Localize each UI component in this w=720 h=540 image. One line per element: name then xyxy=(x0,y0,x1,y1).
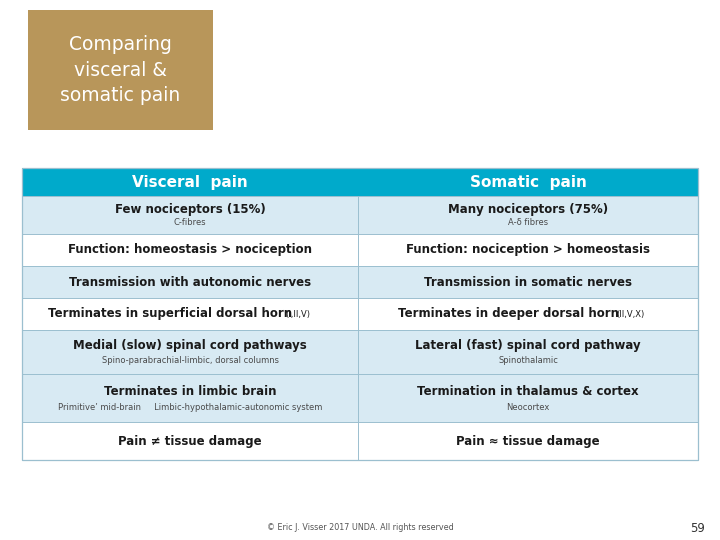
Text: Termination in thalamus & cortex: Termination in thalamus & cortex xyxy=(417,385,639,398)
Bar xyxy=(28,10,213,130)
Bar xyxy=(22,374,358,422)
Text: (II,V,X): (II,V,X) xyxy=(616,310,644,320)
Text: Neocortex: Neocortex xyxy=(506,403,549,412)
Text: Comparing
visceral &
somatic pain: Comparing visceral & somatic pain xyxy=(60,35,181,105)
Bar xyxy=(358,168,698,196)
Text: Lateral (fast) spinal cord pathway: Lateral (fast) spinal cord pathway xyxy=(415,339,641,352)
Bar xyxy=(22,234,358,266)
Bar xyxy=(22,168,358,196)
Text: Pain ≠ tissue damage: Pain ≠ tissue damage xyxy=(118,435,262,448)
Text: A-δ fibres: A-δ fibres xyxy=(508,218,548,227)
Text: Transmission in somatic nerves: Transmission in somatic nerves xyxy=(424,275,632,288)
Bar xyxy=(22,422,358,460)
Bar xyxy=(358,298,698,330)
Text: © Eric J. Visser 2017 UNDA. All rights reserved: © Eric J. Visser 2017 UNDA. All rights r… xyxy=(266,523,454,532)
Bar xyxy=(358,330,698,374)
Text: Few nociceptors (15%): Few nociceptors (15%) xyxy=(114,203,266,216)
Text: C-fibres: C-fibres xyxy=(174,218,207,227)
Text: (I,II,V): (I,II,V) xyxy=(285,310,310,320)
Text: Many nociceptors (75%): Many nociceptors (75%) xyxy=(448,203,608,216)
Bar xyxy=(358,196,698,234)
Text: Somatic  pain: Somatic pain xyxy=(469,174,586,190)
Text: Spinothalamic: Spinothalamic xyxy=(498,356,558,365)
Text: Terminates in superficial dorsal horn: Terminates in superficial dorsal horn xyxy=(48,307,292,321)
Bar xyxy=(358,422,698,460)
Text: Medial (slow) spinal cord pathways: Medial (slow) spinal cord pathways xyxy=(73,339,307,352)
Text: Terminates in limbic brain: Terminates in limbic brain xyxy=(104,385,276,398)
Text: Terminates in deeper dorsal horn: Terminates in deeper dorsal horn xyxy=(397,307,618,321)
Bar xyxy=(22,196,358,234)
Bar xyxy=(22,330,358,374)
Text: Function: homeostasis > nociception: Function: homeostasis > nociception xyxy=(68,244,312,256)
Text: Visceral  pain: Visceral pain xyxy=(132,174,248,190)
Text: Function: nociception > homeostasis: Function: nociception > homeostasis xyxy=(406,244,650,256)
Text: Transmission with autonomic nerves: Transmission with autonomic nerves xyxy=(69,275,311,288)
Text: Pain ≈ tissue damage: Pain ≈ tissue damage xyxy=(456,435,600,448)
Text: 59: 59 xyxy=(690,522,705,535)
Bar xyxy=(358,234,698,266)
Text: Spino-parabrachial-limbic, dorsal columns: Spino-parabrachial-limbic, dorsal column… xyxy=(102,356,279,365)
Bar xyxy=(358,374,698,422)
Text: Primitive’ mid-brain     Limbic-hypothalamic-autonomic system: Primitive’ mid-brain Limbic-hypothalamic… xyxy=(58,403,322,412)
Bar xyxy=(22,266,358,298)
Bar xyxy=(358,266,698,298)
Bar xyxy=(22,168,698,460)
Bar xyxy=(22,298,358,330)
